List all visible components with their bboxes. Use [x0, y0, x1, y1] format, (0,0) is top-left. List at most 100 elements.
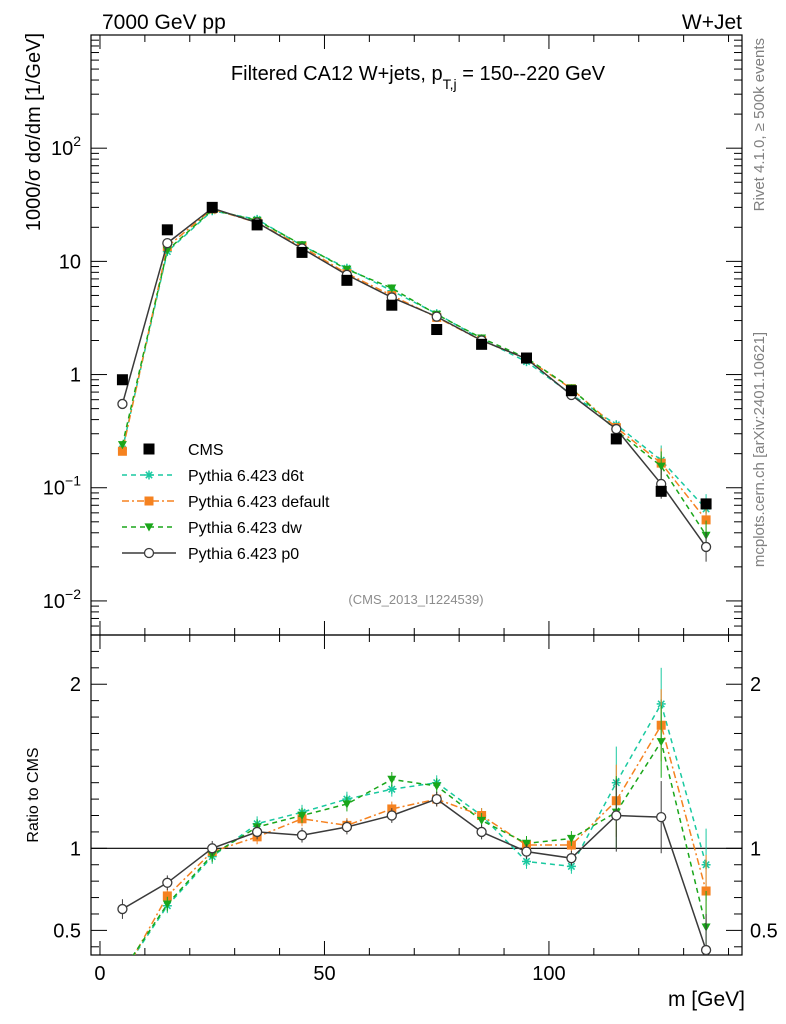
ratio-point	[162, 900, 172, 909]
chart-title-tail: = 150--220 GeV	[457, 63, 606, 85]
chart-title: Filtered CA12 W+jets, pT,j = 150--220 Ge…	[231, 63, 606, 92]
data-point-cms	[341, 274, 353, 286]
data-point	[117, 398, 128, 410]
data-point	[431, 311, 442, 322]
marker-stroke	[567, 862, 576, 871]
ratio-line-pythia-6-423-d6t	[133, 701, 707, 955]
ratio-point	[521, 846, 532, 857]
data-point-cms	[655, 485, 667, 497]
legend-item: Pythia 6.423 default	[122, 494, 330, 511]
ratio-point	[431, 793, 442, 805]
ratio-point	[118, 972, 127, 981]
ratio-point	[118, 969, 127, 978]
data-point-cms	[116, 374, 128, 386]
ratio-point	[162, 877, 173, 888]
data-point	[117, 446, 127, 456]
data-point-cms	[386, 299, 398, 311]
data-point-cms	[161, 224, 173, 236]
legend-marker	[143, 443, 155, 455]
data-point	[656, 462, 666, 471]
legend-item: CMS	[143, 442, 224, 459]
marker-stroke	[119, 970, 125, 976]
data-point	[387, 284, 397, 293]
ratio-point	[341, 821, 353, 833]
ratio-axis-label: Ratio to CMS	[25, 747, 42, 842]
main-series-layer	[116, 201, 712, 562]
data-point-cms	[476, 338, 488, 350]
ratio-point	[656, 812, 667, 823]
header-left: 7000 GeV pp	[102, 11, 226, 34]
data-point-cms	[610, 433, 622, 445]
data-point-cms	[520, 352, 532, 364]
ratio-point	[476, 826, 487, 838]
y-tick-label: 10−1	[43, 473, 81, 500]
ratio-point	[611, 810, 622, 821]
data-point	[162, 237, 173, 249]
data-point	[701, 515, 711, 525]
ratio-tick-label-right: 2	[750, 674, 761, 696]
main-panel-frame	[90, 34, 743, 636]
ratio-point	[387, 775, 397, 784]
x-tick-label: 50	[313, 963, 335, 985]
ratio-panel-frame	[90, 634, 743, 956]
data-point-cms	[296, 246, 308, 258]
ratio-point	[117, 903, 128, 915]
ratio-line-pythia-6-423-p0	[122, 798, 707, 951]
data-point-cms	[431, 324, 443, 336]
data-point	[611, 423, 622, 435]
series-line-pythia-6-423-p0	[121, 207, 707, 548]
ratio-point	[342, 800, 352, 809]
marker-stroke	[145, 471, 153, 479]
legend-label: Pythia 6.423 dw	[188, 520, 302, 537]
analysis-tag: (CMS_2013_I1224539)	[348, 592, 483, 607]
legend-marker	[143, 547, 155, 559]
legend-marker	[144, 496, 154, 506]
tick-labels: 0 50 100 10−2 10−1 1 10 102 0.5 0.5 1 1 2 2	[43, 133, 778, 985]
legend: CMS Pythia 6.423 d6t Pythia 6.423 default P…	[122, 442, 330, 563]
legend-item: Pythia 6.423 p0	[122, 546, 299, 563]
ratio-point	[700, 944, 712, 955]
ratio-tick-label: 2	[70, 674, 81, 696]
ratio-tick-label: 0.5	[53, 920, 81, 942]
y-tick-label: 10−2	[43, 586, 81, 613]
mcplots-label: mcplots.cern.ch [arXiv:2401.10621]	[751, 332, 768, 567]
legend-item: Pythia 6.423 d6t	[122, 468, 304, 485]
x-axis-label: m [GeV]	[668, 988, 745, 1011]
series-line-pythia-6-423-dw	[121, 209, 707, 536]
y-tick-label: 1	[70, 365, 81, 387]
data-point	[700, 541, 712, 553]
legend-label: CMS	[188, 442, 224, 459]
ratio-point	[118, 968, 127, 976]
ratio-point	[477, 816, 487, 825]
marker-stroke	[522, 857, 531, 866]
data-point	[117, 441, 127, 450]
ratio-tick-label-right: 1	[750, 838, 761, 860]
axis-ticks	[91, 35, 742, 955]
ratio-point	[566, 853, 577, 864]
ratio-tick-label-right: 0.5	[750, 920, 778, 942]
data-point-cms	[700, 498, 712, 510]
ratio-point	[296, 830, 308, 841]
marker-stroke	[119, 970, 125, 976]
header-right: W+Jet	[682, 11, 742, 34]
legend-marker	[144, 523, 154, 532]
ratio-point	[566, 834, 576, 843]
ratio-point	[297, 811, 307, 821]
ratio-point	[162, 891, 172, 901]
legend-label: Pythia 6.423 default	[188, 494, 330, 511]
ratio-point	[251, 826, 263, 838]
ratio-tick-label: 1	[70, 838, 81, 860]
ratio-point	[656, 738, 666, 747]
legend-label: Pythia 6.423 d6t	[188, 468, 304, 485]
legend-marker	[144, 470, 154, 480]
data-point-cms	[206, 201, 218, 213]
marker-stroke	[388, 785, 396, 793]
series-line-pythia-6-423-d6t	[121, 209, 707, 510]
legend-label: Pythia 6.423 p0	[188, 546, 299, 563]
ratio-line-pythia-6-423-dw	[132, 739, 707, 955]
ratio-point	[432, 782, 442, 791]
chart-title-main: Filtered CA12 W+jets, p	[231, 63, 443, 85]
ratio-point	[207, 843, 218, 854]
ratio-clipped	[117, 667, 712, 981]
